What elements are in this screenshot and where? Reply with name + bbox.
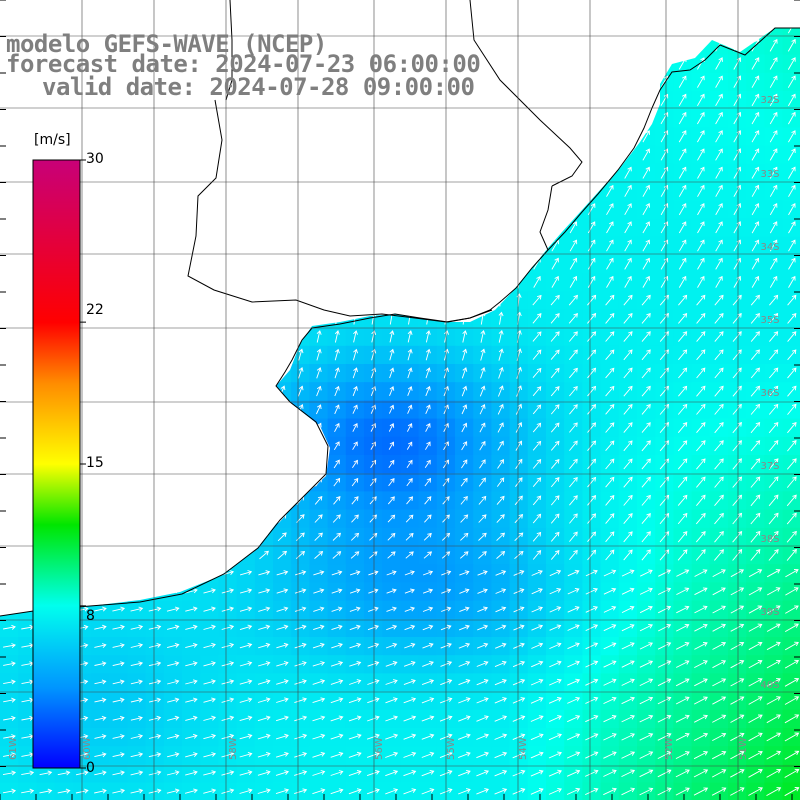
lat-label: 39S (760, 607, 779, 618)
wind-arrow (769, 38, 778, 52)
colorbar-tick-label: 8 (86, 608, 95, 624)
wind-arrow (751, 75, 760, 88)
lon-label: 58W (228, 737, 239, 760)
wind-arrow (787, 38, 796, 52)
colorbar-unit: [m/s] (34, 132, 71, 148)
lat-label: 37S (760, 461, 779, 472)
wind-arrow (751, 57, 760, 70)
lon-label: 55W (446, 737, 457, 760)
wind-arrow (697, 75, 705, 88)
lon-label: 52W (664, 737, 675, 760)
lon-label: 60W (82, 737, 93, 760)
lat-label: 34S (760, 242, 779, 253)
colorbar-tick-label: 22 (86, 302, 104, 318)
lat-label: 40S (760, 680, 779, 691)
colorbar (32, 159, 86, 769)
lat-label: 36S (760, 388, 779, 399)
wind-arrow (787, 75, 796, 88)
lon-label: 54W (518, 737, 529, 760)
wind-arrow (787, 57, 796, 70)
wind-arrow (715, 75, 723, 88)
wind-cell (782, 782, 800, 800)
colorbar-tick-label: 30 (86, 151, 104, 167)
wind-arrow (769, 57, 778, 70)
lon-label: 61W (8, 737, 19, 760)
wind-arrow (769, 75, 778, 88)
colorbar-ramp (32, 159, 81, 769)
lat-label: 32S (760, 95, 779, 106)
lat-label: 33S (760, 169, 779, 180)
colorbar-tick-label: 15 (86, 455, 104, 471)
wind-arrow (715, 57, 723, 70)
valid-date: valid date: 2024-07-28 09:00:00 (42, 73, 475, 101)
wind-arrow (678, 75, 687, 88)
lon-label: 51W (738, 737, 749, 760)
lat-label: 38S (760, 534, 779, 545)
lon-label: 56W (374, 737, 385, 760)
lat-label: 35S (760, 315, 779, 326)
colorbar-tick-label: 0 (86, 760, 95, 776)
